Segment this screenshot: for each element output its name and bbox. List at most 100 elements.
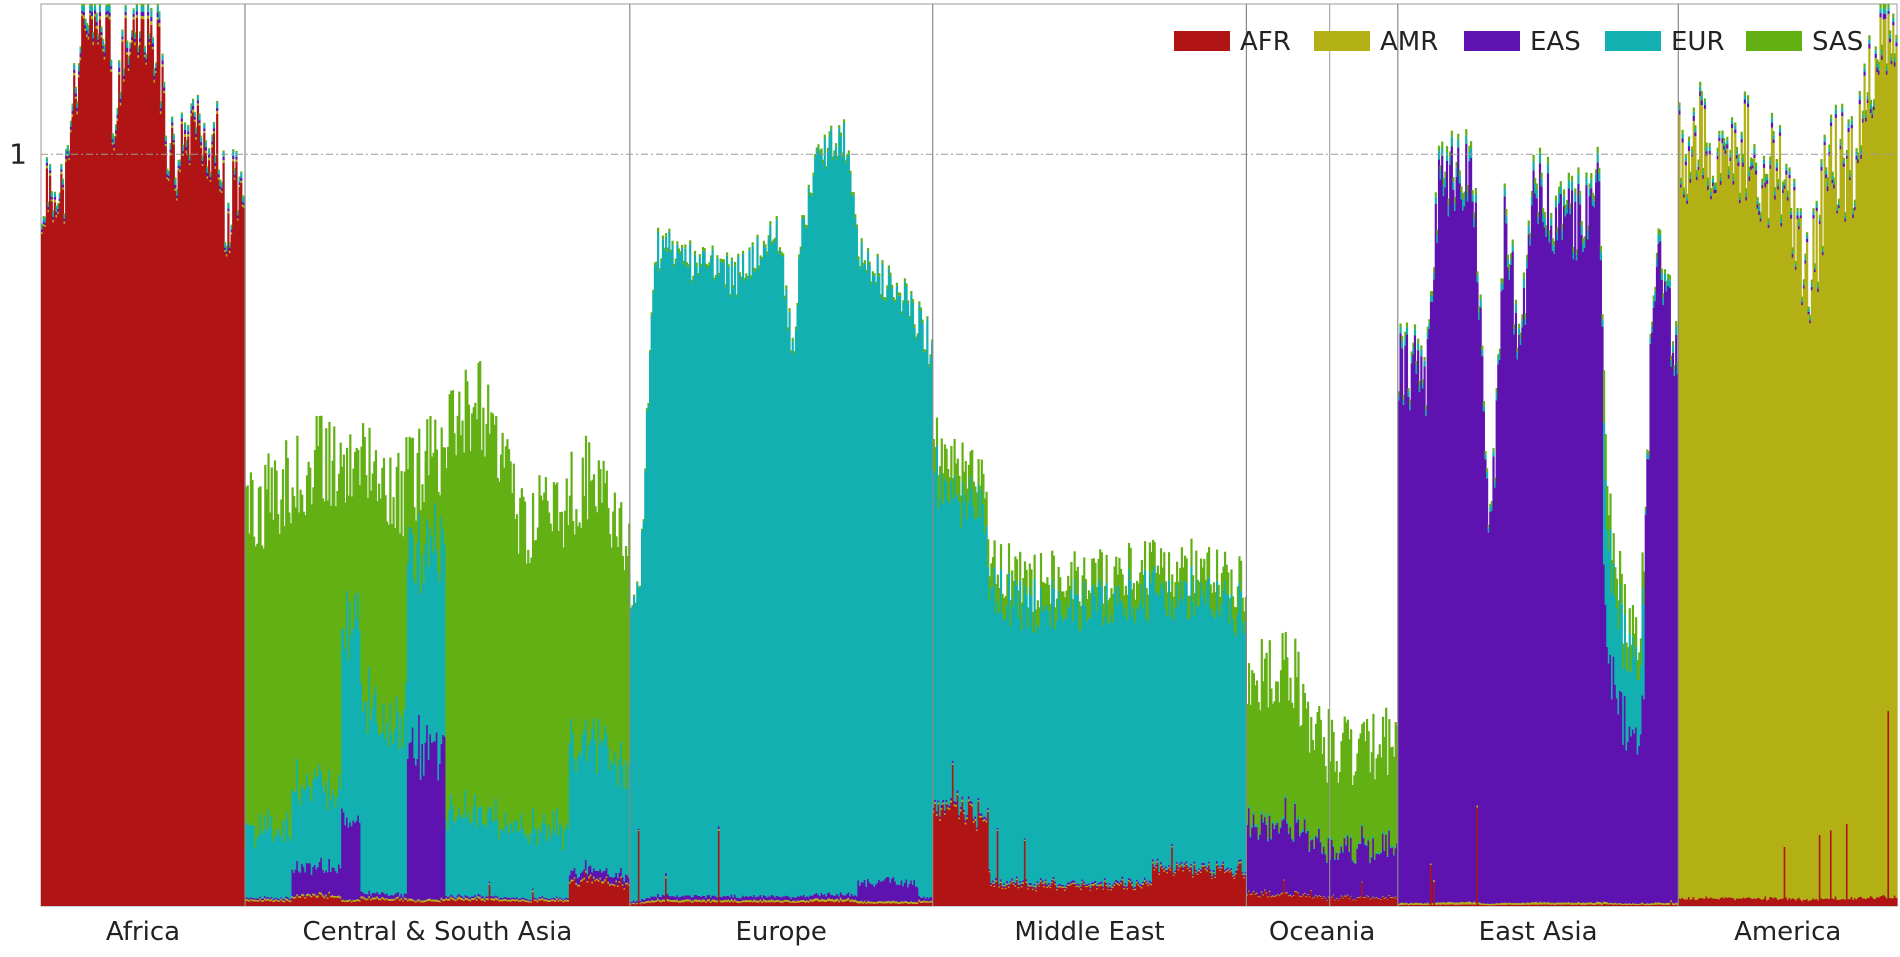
bar-amr [197, 103, 199, 105]
bar-eur [194, 113, 196, 117]
bar-sas [83, 4, 85, 6]
bar-eur [1512, 245, 1514, 252]
bar-sas [696, 262, 698, 266]
bar-sas [1528, 220, 1530, 225]
bar-sas [1460, 186, 1462, 192]
bar-eur [192, 101, 194, 106]
bar-amr [110, 69, 112, 71]
bar-sas [1476, 271, 1478, 275]
bar-sas [808, 185, 810, 189]
bar-sas [689, 240, 691, 244]
bar-amr [218, 177, 220, 179]
bar-sas [1438, 146, 1440, 151]
bar-eas [75, 93, 77, 96]
bar-eas [62, 185, 64, 188]
bar-sas [158, 11, 160, 13]
bar-eur [1446, 152, 1448, 161]
bar-eur [1600, 252, 1602, 261]
bar-sas [1420, 345, 1422, 349]
bar-eur [1568, 180, 1570, 188]
bar-sas [1190, 539, 1192, 567]
bar-eur [110, 61, 112, 66]
bar-sas [878, 273, 880, 277]
bar-sas [1598, 168, 1600, 173]
bar-eur [1423, 361, 1425, 367]
bar-eur [73, 65, 75, 70]
bar-eur [1470, 148, 1472, 158]
bar-eur [163, 84, 165, 88]
bar-sas [1518, 324, 1520, 328]
bar-sas [1563, 189, 1565, 195]
bar-sas [896, 283, 898, 286]
bar-amr [165, 144, 167, 146]
bar-sas [1601, 314, 1603, 319]
bar-sas [891, 285, 893, 288]
bar-sas [1492, 448, 1494, 451]
bar-eur [1420, 350, 1422, 357]
bar-eur [218, 171, 220, 175]
bar-eur [213, 123, 215, 128]
bar-eas [133, 14, 135, 17]
bar-eas [49, 170, 51, 173]
bar-eas [73, 70, 75, 73]
bar-sas [864, 260, 866, 264]
bar-eur [187, 127, 189, 132]
bar-sas [1008, 543, 1010, 573]
bar-sas [1240, 561, 1242, 592]
bar-sas [788, 308, 790, 312]
bar-sas [779, 247, 781, 250]
bar-eur [125, 7, 127, 12]
bar-eas [152, 43, 154, 47]
bar-sas [694, 251, 696, 255]
bar-eur [108, 6, 110, 13]
bar-sas [1539, 148, 1541, 154]
bar-eur [147, 6, 149, 12]
bar-sas [910, 291, 912, 294]
bar-sas [1106, 555, 1108, 583]
bar-sas [881, 260, 883, 263]
bar-sas [1406, 323, 1408, 328]
bar-eur [1484, 454, 1486, 459]
bar-sas [1227, 572, 1229, 595]
bar-amr [163, 91, 165, 93]
bar-sas [1600, 246, 1602, 252]
bar-amr [60, 172, 62, 174]
bar-sas [1532, 155, 1534, 162]
bar-eur [126, 43, 128, 48]
bar-sas [1585, 172, 1587, 177]
bar-sas [1144, 541, 1146, 570]
bar-eur [1532, 161, 1534, 170]
bar-sas [1484, 451, 1486, 454]
bar-sas [1154, 542, 1156, 566]
bar-amr [223, 160, 225, 163]
bar-sas [86, 23, 88, 25]
bar-eas [100, 32, 102, 35]
bar-amr [83, 15, 85, 18]
bar-eas [163, 88, 165, 91]
bar-sas [75, 87, 77, 88]
bar-sas [636, 581, 638, 583]
bar-sas [194, 112, 196, 113]
bar-sas [1597, 147, 1599, 153]
bar-eur [205, 142, 207, 147]
bar-eur [1505, 215, 1507, 223]
bar-sas [1603, 370, 1605, 422]
bar-amr [73, 73, 75, 76]
bar-amr [118, 72, 120, 75]
bar-sas [792, 338, 794, 341]
bar-eas [223, 157, 225, 160]
bar-sas [704, 248, 706, 251]
bar-sas [1621, 574, 1623, 604]
bar-eur [1515, 304, 1517, 312]
bar-eas [213, 128, 215, 131]
bar-eas [126, 48, 128, 52]
bar-sas [824, 135, 826, 139]
bar-sas [1077, 567, 1079, 594]
bar-amr [49, 173, 51, 176]
bar-eur [1555, 201, 1557, 208]
bar-sas [1481, 345, 1483, 349]
bar-sas [1480, 294, 1482, 299]
bar-eur [158, 13, 160, 19]
bar-eur [1579, 196, 1581, 204]
bar-sas [857, 256, 859, 260]
